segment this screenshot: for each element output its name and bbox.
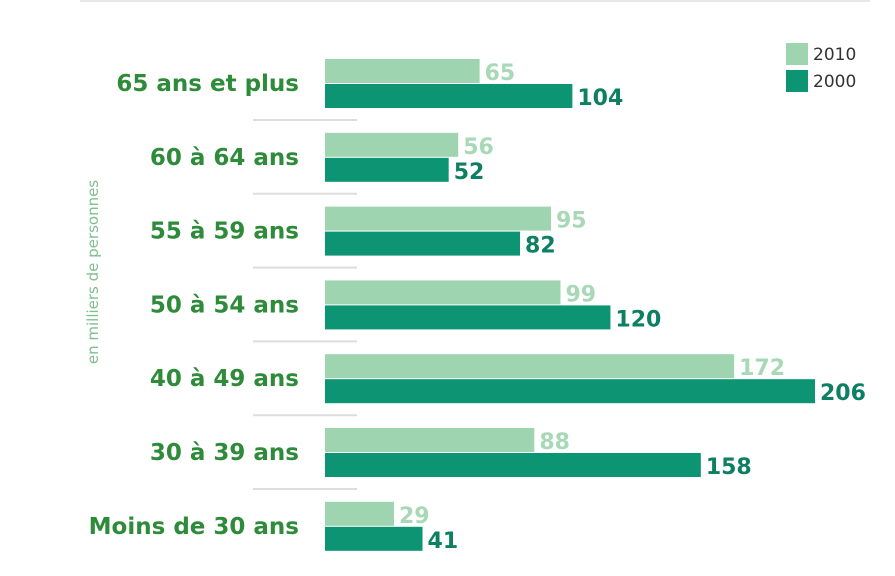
axis-title: en milliers de personnes (84, 180, 102, 364)
value-label: 120 (615, 307, 661, 332)
bar-2010-2 (325, 206, 551, 231)
category-label: Moins de 30 ans (89, 514, 299, 540)
bar-2010-3 (325, 280, 561, 305)
category-label: 40 à 49 ans (150, 366, 299, 392)
value-label: 29 (399, 504, 430, 529)
value-label: 41 (428, 529, 459, 554)
bar-2000-4 (325, 379, 815, 404)
value-label: 206 (820, 381, 866, 406)
bar-2000-3 (325, 305, 611, 330)
category-dividers (253, 119, 357, 490)
category-label: 60 à 64 ans (150, 145, 299, 171)
value-label: 56 (463, 135, 494, 160)
value-label: 95 (556, 209, 587, 234)
value-label: 99 (565, 282, 596, 307)
bar-2010-6 (325, 501, 394, 526)
value-label: 104 (577, 86, 623, 111)
bar-2010-0 (325, 59, 480, 83)
value-label: 88 (539, 430, 570, 455)
legend-swatch-2000 (786, 70, 808, 92)
value-label: 82 (525, 234, 556, 259)
bar-2010-1 (325, 132, 459, 157)
bar-2010-5 (325, 428, 535, 452)
bar-2000-2 (325, 231, 521, 256)
category-label: 55 à 59 ans (150, 219, 299, 245)
value-label: 65 (485, 61, 516, 86)
bar-2010-4 (325, 354, 735, 379)
legend: 2010 2000 (786, 43, 856, 92)
bar-2000-1 (325, 157, 449, 182)
legend-label: 2000 (813, 72, 856, 92)
bar-2000-0 (325, 84, 573, 108)
category-label: 30 à 39 ans (150, 440, 299, 466)
value-label: 158 (706, 455, 752, 480)
bars (325, 59, 815, 551)
bar-2000-5 (325, 453, 701, 477)
value-label: 52 (454, 160, 485, 185)
category-label: 65 ans et plus (116, 71, 299, 97)
legend-label: 2010 (813, 45, 856, 65)
legend-swatch-2010 (786, 43, 808, 65)
value-label: 172 (739, 356, 785, 381)
category-label: 50 à 54 ans (150, 292, 299, 318)
category-labels: 65 ans et plus 60 à 64 ans 55 à 59 ans 50 à… (89, 71, 299, 540)
bar-2000-6 (325, 526, 423, 551)
